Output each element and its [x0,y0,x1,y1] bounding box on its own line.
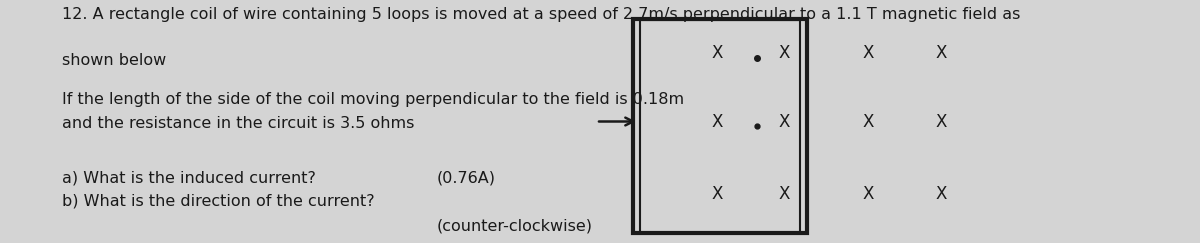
Bar [634,19,806,233]
Text: a) What is the induced current?
b) What is the direction of the current?: a) What is the induced current? b) What … [61,170,374,208]
Text: X: X [936,44,947,62]
Text: X: X [779,44,790,62]
Text: X: X [712,113,722,130]
Text: X: X [863,185,874,203]
Bar [640,20,800,233]
Text: (0.76A): (0.76A) [437,170,496,185]
Text: X: X [863,113,874,130]
Text: 12. A rectangle coil of wire containing 5 loops is moved at a speed of 2.7m/s pe: 12. A rectangle coil of wire containing … [61,7,1020,22]
Text: X: X [936,185,947,203]
Text: If the length of the side of the coil moving perpendicular to the field is 0.18m: If the length of the side of the coil mo… [61,92,684,131]
Text: shown below: shown below [61,53,166,69]
Text: X: X [863,44,874,62]
Text: X: X [712,44,722,62]
Text: X: X [712,185,722,203]
Text: X: X [779,185,790,203]
Text: X: X [779,113,790,130]
Text: X: X [936,113,947,130]
Text: (counter-clockwise): (counter-clockwise) [437,219,593,234]
